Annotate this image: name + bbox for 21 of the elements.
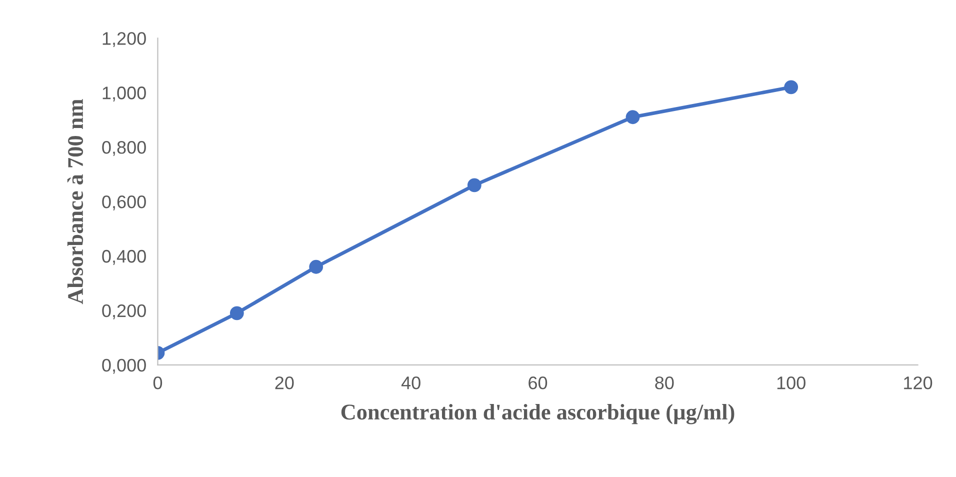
x-tick-label: 80 [655, 376, 674, 390]
y-tick-label: 0,000 [102, 358, 146, 374]
x-axis-title: Concentration d'acide ascorbique (µg/ml) [341, 404, 734, 424]
y-tick-label: 0,200 [102, 304, 146, 320]
x-tick-label: 0 [153, 376, 162, 390]
x-tick-label: 60 [528, 376, 548, 390]
y-tick-label: 0,400 [102, 250, 146, 265]
point [784, 80, 798, 94]
point [626, 110, 640, 124]
x-tick-label: 120 [904, 376, 932, 390]
x-tick-label: 100 [777, 376, 806, 390]
y-tick-label: 1,200 [102, 32, 146, 48]
point [230, 306, 244, 320]
y-axis-title: Absorbance à 700 nm [67, 99, 84, 304]
y-tick-label: 1,000 [102, 86, 146, 102]
point [467, 178, 482, 192]
y-tick-label: 0,800 [102, 141, 146, 156]
x-tick-label: 20 [275, 376, 294, 390]
y-tick-label: 0,600 [102, 195, 146, 210]
point [309, 260, 324, 274]
x-tick-label: 40 [401, 376, 420, 390]
